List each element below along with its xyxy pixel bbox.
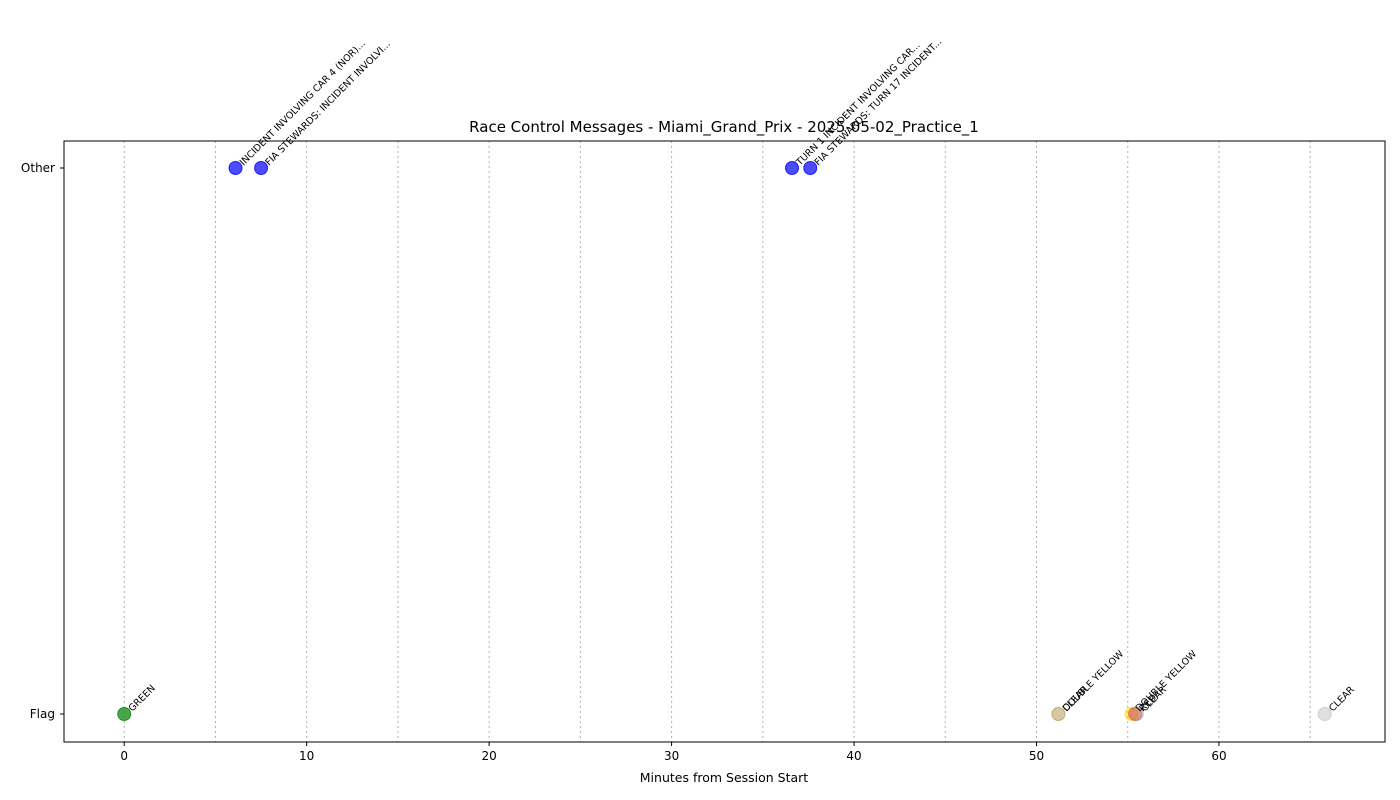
- x-tick-label: 0: [120, 749, 128, 763]
- y-tick-label: Flag: [30, 707, 55, 721]
- data-point-label: INCIDENT INVOLVING CAR 4 (NOR)...: [238, 38, 368, 168]
- x-tick-label: 20: [481, 749, 496, 763]
- data-point-label: FIA STEWARDS: TURN 17 INCIDENT...: [813, 36, 945, 168]
- data-point: [228, 161, 243, 175]
- points-layer: [117, 161, 1332, 721]
- y-axis-ticks: Flag Other: [21, 161, 64, 721]
- data-point: [1124, 707, 1139, 721]
- data-point: [1051, 707, 1066, 721]
- x-tick-label: 60: [1211, 749, 1226, 763]
- x-tick-label: 40: [846, 749, 861, 763]
- data-point: [785, 161, 800, 175]
- x-axis-label: Minutes from Session Start: [640, 770, 809, 785]
- data-point-label: CLEAR: [1061, 684, 1091, 714]
- data-point: [1317, 707, 1332, 721]
- x-tick-label: 30: [664, 749, 679, 763]
- plot-frame: [63, 140, 1386, 743]
- data-point: [1051, 707, 1066, 721]
- data-point: [117, 707, 132, 721]
- data-point: [803, 161, 818, 175]
- data-point: [1129, 707, 1144, 721]
- x-tick-label: 50: [1029, 749, 1044, 763]
- x-axis-ticks: 0 10 20 30 40 50 60: [120, 742, 1227, 763]
- data-point: [1128, 707, 1143, 721]
- data-point: [254, 161, 269, 175]
- y-tick-label: Other: [21, 161, 55, 175]
- x-tick-label: 10: [299, 749, 314, 763]
- grid-layer: [123, 141, 1311, 742]
- data-point-label: TURN 1 INCIDENT INVOLVING CAR...: [794, 40, 923, 169]
- chart-title: Race Control Messages - Miami_Grand_Prix…: [469, 118, 979, 137]
- data-point-label: FIA STEWARDS: INCIDENT INVOLVI...: [263, 39, 392, 168]
- data-point-label: GREEN: [127, 683, 158, 714]
- data-point-label: CLEAR: [1327, 684, 1357, 714]
